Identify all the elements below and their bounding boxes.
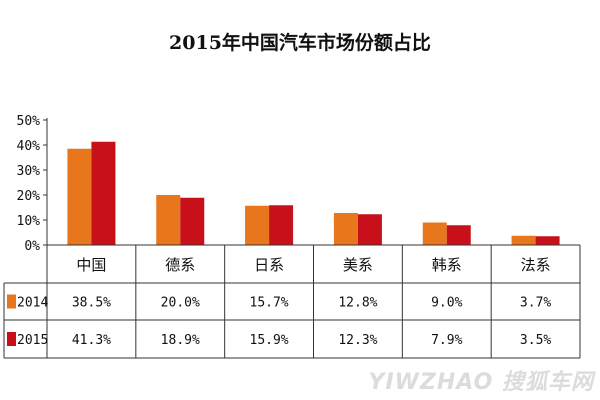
data-label-2015-3: 12.3% — [338, 333, 377, 348]
data-label-2014-0: 38.5% — [72, 296, 111, 311]
bar-2014-4 — [422, 222, 447, 245]
category-label: 德系 — [165, 256, 195, 274]
data-label-2014-1: 20.0% — [161, 296, 200, 311]
data-label-2014-4: 9.0% — [431, 296, 462, 311]
y-tick-label: 10% — [17, 214, 41, 229]
category-label: 法系 — [521, 256, 551, 274]
category-label: 日系 — [254, 256, 284, 274]
data-label-2015-5: 3.5% — [520, 333, 551, 348]
data-label-2014-2: 15.7% — [250, 296, 289, 311]
category-label: 美系 — [343, 256, 373, 274]
bar-2014-2 — [245, 205, 270, 245]
data-label-2015-1: 18.9% — [161, 333, 200, 348]
legend-swatch-2015 — [7, 332, 16, 346]
data-label-2015-0: 41.3% — [72, 333, 111, 348]
bar-2015-2 — [269, 205, 294, 245]
bar-2014-3 — [333, 213, 358, 245]
bar-2014-0 — [67, 148, 92, 245]
data-label-2015-4: 7.9% — [431, 333, 462, 348]
bar-2015-0 — [91, 141, 116, 245]
category-label: 中国 — [76, 256, 106, 274]
data-label-2014-5: 3.7% — [520, 296, 551, 311]
bar-2015-4 — [446, 225, 471, 245]
chart-title: 2015年中国汽车市场份额占比 — [169, 32, 431, 54]
data-label-2015-2: 15.9% — [250, 333, 289, 348]
category-label: 韩系 — [432, 256, 462, 274]
bar-2015-1 — [180, 197, 205, 245]
bar-2014-1 — [156, 195, 181, 245]
bar-2015-3 — [357, 214, 382, 245]
y-tick-label: 40% — [17, 139, 41, 154]
y-tick-label: 30% — [17, 164, 41, 179]
watermark-logo: YIWZHAO 搜狐车网 — [368, 370, 594, 395]
data-label-2014-3: 12.8% — [338, 296, 377, 311]
y-tick-label: 20% — [17, 189, 41, 204]
y-tick-label: 50% — [17, 114, 41, 129]
y-tick-label: 0% — [24, 239, 40, 254]
legend-label-2015: 2015 — [17, 333, 48, 348]
bar-2015-5 — [535, 236, 560, 245]
legend-label-2014: 2014 — [17, 296, 48, 311]
legend-swatch-2014 — [7, 294, 16, 309]
bar-2014-5 — [511, 235, 536, 245]
